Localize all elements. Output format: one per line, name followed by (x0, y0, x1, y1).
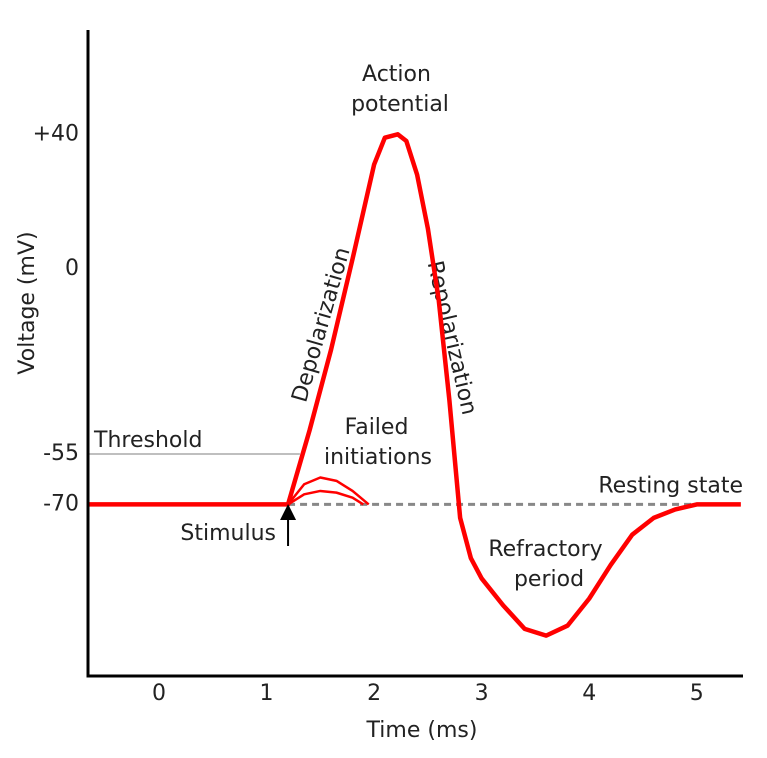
y-tick-label: -55 (43, 441, 79, 466)
reference-label: Resting state (598, 473, 743, 498)
data-line (88, 132, 741, 638)
annotation: Action potential (351, 62, 449, 117)
x-tick-label: 2 (367, 681, 381, 706)
data-line (287, 489, 364, 506)
y-tick-label: -70 (43, 491, 79, 516)
y-tick-label: +40 (33, 121, 79, 146)
x-tick-label: 0 (152, 681, 166, 706)
data-line (287, 476, 370, 506)
annotation: Stimulus (180, 521, 276, 546)
x-tick-label: 5 (690, 681, 704, 706)
annotation: Failed initiations (324, 415, 432, 470)
annotation: Refractory period (488, 537, 609, 592)
y-tick-label: 0 (65, 256, 79, 281)
x-tick-label: 1 (260, 681, 274, 706)
annotation-line: Action (362, 62, 431, 87)
annotation-line: potential (351, 92, 449, 117)
x-tick-label: 4 (582, 681, 596, 706)
annotation: Repolarization (422, 258, 482, 417)
annotation-line: Failed (345, 415, 409, 440)
annotation-line: Refractory (488, 537, 602, 562)
annotation-line: initiations (324, 445, 432, 470)
y-axis-label: Voltage (mV) (15, 231, 40, 374)
reference-label: Threshold (93, 428, 202, 453)
annotation-line: period (514, 567, 584, 592)
x-axis-label: Time (ms) (366, 718, 478, 743)
x-tick-label: 3 (475, 681, 489, 706)
